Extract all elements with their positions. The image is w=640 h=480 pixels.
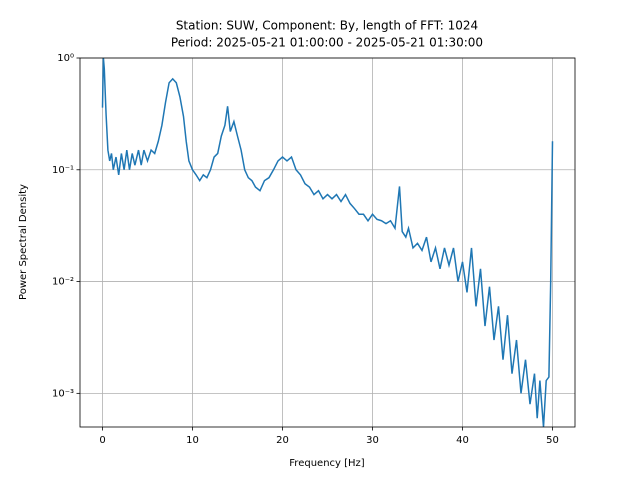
chart-subtitle: Period: 2025-05-21 01:00:00 - 2025-05-21… (171, 36, 483, 50)
x-tick-label: 0 (99, 435, 105, 446)
y-tick-label: 10⁰ (57, 53, 74, 64)
x-tick-label: 10 (186, 435, 199, 446)
data-line (101, 58, 554, 427)
x-tick-label: 20 (276, 435, 289, 446)
y-tick-label: 10⁻² (52, 277, 74, 288)
axes-frame (79, 57, 576, 428)
x-axis-label: Frequency [Hz] (289, 458, 365, 469)
chart-title: Station: SUW, Component: By, length of F… (176, 19, 478, 33)
x-tick-label: 40 (456, 435, 469, 446)
x-tick-label: 30 (366, 435, 379, 446)
y-tick-label: 10⁻³ (52, 388, 74, 399)
y-axis-label: Power Spectral Density (18, 184, 29, 300)
x-tick-label: 50 (546, 435, 559, 446)
y-tick-label: 10⁻¹ (52, 165, 74, 176)
